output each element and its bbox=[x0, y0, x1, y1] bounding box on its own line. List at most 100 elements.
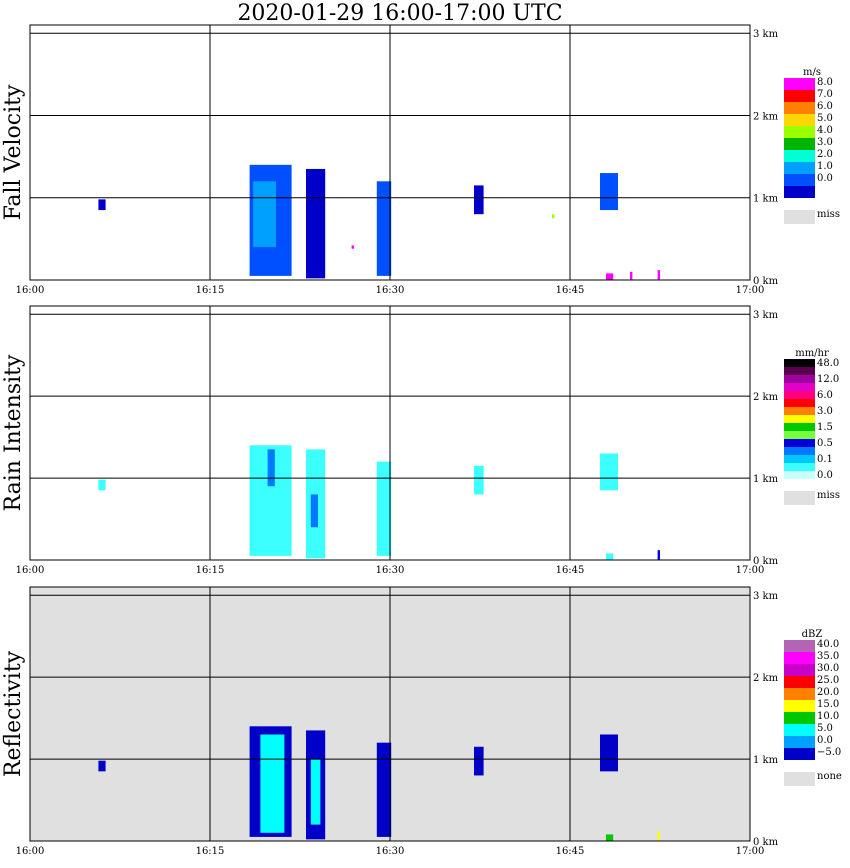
legend-swatch bbox=[784, 712, 815, 724]
legend-missing-label: miss bbox=[817, 490, 840, 501]
legend-level-label: 6.0 bbox=[817, 101, 833, 112]
y-tick-label: 0 km bbox=[753, 276, 779, 287]
x-tick-label: 16:15 bbox=[196, 846, 225, 857]
legend-swatch bbox=[784, 748, 815, 760]
legend-level-label: 25.0 bbox=[817, 675, 839, 686]
x-tick-label: 16:00 bbox=[16, 846, 45, 857]
legend-missing-swatch bbox=[784, 210, 815, 224]
x-tick-label: 16:00 bbox=[16, 565, 45, 576]
legend-swatch bbox=[784, 652, 815, 664]
echo-mark bbox=[606, 273, 614, 280]
echo-mark bbox=[474, 185, 484, 215]
legend-swatch bbox=[784, 676, 815, 688]
echo-mark bbox=[98, 199, 106, 211]
echo-mark bbox=[630, 271, 633, 280]
legend-swatch bbox=[784, 126, 815, 138]
legend-missing-swatch bbox=[784, 491, 815, 505]
legend-swatch bbox=[784, 431, 815, 439]
y-tick-label: 0 km bbox=[753, 556, 779, 567]
echo-mark bbox=[376, 181, 392, 276]
y-tick-label: 1 km bbox=[753, 474, 779, 485]
legend-level-label: 15.0 bbox=[817, 699, 839, 710]
legend-swatch bbox=[784, 423, 815, 431]
legend-swatch bbox=[784, 700, 815, 712]
y-tick-label: 0 km bbox=[753, 837, 779, 848]
echo-mark bbox=[98, 760, 106, 772]
y-tick-label: 2 km bbox=[753, 392, 779, 403]
legend-swatch bbox=[784, 383, 815, 391]
legend-level-label: 5.0 bbox=[817, 723, 833, 734]
x-tick-label: 16:15 bbox=[196, 285, 225, 296]
legend-level-label: 10.0 bbox=[817, 711, 839, 722]
legend-level-label: 35.0 bbox=[817, 651, 839, 662]
y-axis-label: Rain Intensity bbox=[1, 354, 26, 511]
x-tick-label: 16:45 bbox=[556, 285, 585, 296]
legend-level-label: 7.0 bbox=[817, 89, 833, 100]
legend-level-label: 12.0 bbox=[817, 374, 839, 385]
echo-mark bbox=[267, 449, 275, 487]
legend-swatch bbox=[784, 399, 815, 407]
legend-level-label: 3.0 bbox=[817, 137, 833, 148]
legend-level-label: 0.1 bbox=[817, 454, 833, 465]
legend-missing-label: miss bbox=[817, 209, 840, 220]
legend-level-label: −5.0 bbox=[817, 747, 841, 758]
legend-swatch bbox=[784, 174, 815, 186]
x-tick-label: 16:45 bbox=[556, 565, 585, 576]
legend-missing-swatch bbox=[784, 772, 815, 786]
legend-level-label: 40.0 bbox=[817, 639, 839, 650]
legend-swatch bbox=[784, 407, 815, 415]
echo-mark bbox=[98, 479, 106, 491]
echo-mark bbox=[310, 759, 321, 825]
legend-swatch bbox=[784, 367, 815, 375]
echo-mark bbox=[606, 834, 614, 841]
echo-mark bbox=[260, 734, 285, 833]
legend-swatch bbox=[784, 186, 815, 198]
legend-unit: mm/hr bbox=[795, 348, 829, 359]
legend-swatch bbox=[784, 455, 815, 463]
legend-unit: dBZ bbox=[802, 629, 823, 640]
legend-level-label: 20.0 bbox=[817, 687, 839, 698]
legend-unit: m/s bbox=[803, 67, 821, 78]
legend-swatch bbox=[784, 162, 815, 174]
echo-mark bbox=[376, 461, 392, 556]
legend-swatch bbox=[784, 724, 815, 736]
echo-mark bbox=[657, 270, 660, 280]
legend-swatch bbox=[784, 78, 815, 90]
legend-swatch bbox=[784, 664, 815, 676]
legend-swatch bbox=[784, 150, 815, 162]
plot-frame bbox=[29, 586, 751, 842]
legend-level-label: 3.0 bbox=[817, 406, 833, 417]
legend-swatch bbox=[784, 138, 815, 150]
legend-swatch bbox=[784, 463, 815, 471]
legend-swatch bbox=[784, 114, 815, 126]
echo-mark bbox=[474, 746, 484, 776]
legend-swatch bbox=[784, 447, 815, 455]
x-tick-label: 16:30 bbox=[376, 846, 405, 857]
legend-swatch bbox=[784, 736, 815, 748]
legend-swatch bbox=[784, 102, 815, 114]
echo-mark bbox=[657, 550, 660, 560]
legend-swatch bbox=[784, 375, 815, 383]
x-tick-label: 16:15 bbox=[196, 565, 225, 576]
legend-level-label: 30.0 bbox=[817, 663, 839, 674]
legend-level-label: 1.0 bbox=[817, 161, 833, 172]
legend-level-label: 0.0 bbox=[817, 173, 833, 184]
legend-level-label: 1.5 bbox=[817, 422, 833, 433]
echo-mark bbox=[376, 742, 392, 837]
legend-level-label: 0.5 bbox=[817, 438, 833, 449]
echo-mark bbox=[600, 173, 618, 211]
legend-level-label: 4.0 bbox=[817, 125, 833, 136]
legend-swatch bbox=[784, 391, 815, 399]
legend-swatch bbox=[784, 640, 815, 652]
legend-missing-label: none bbox=[817, 771, 842, 782]
plot-frame bbox=[29, 305, 751, 561]
legend-swatch bbox=[784, 439, 815, 447]
legend-level-label: 0.0 bbox=[817, 735, 833, 746]
x-tick-label: 16:45 bbox=[556, 846, 585, 857]
echo-mark bbox=[600, 734, 618, 772]
x-tick-label: 17:00 bbox=[736, 565, 765, 576]
echo-mark bbox=[474, 465, 484, 495]
legend-swatch bbox=[784, 415, 815, 423]
y-tick-label: 3 km bbox=[753, 29, 779, 40]
